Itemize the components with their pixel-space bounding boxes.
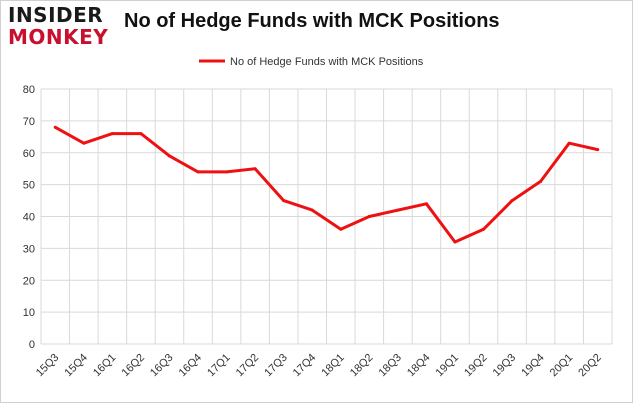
x-tick-label: 16Q1 <box>91 352 119 380</box>
data-point <box>482 227 486 231</box>
x-tick-label: 17Q4 <box>291 352 319 380</box>
x-tick-label: 17Q3 <box>262 352 290 380</box>
logo-line-1: INSIDER <box>8 3 104 27</box>
logo-line-2: MONKEY <box>8 25 109 49</box>
x-tick-label: 19Q4 <box>519 352 547 380</box>
x-tick-label: 15Q3 <box>34 352 62 380</box>
x-tick-label: 18Q3 <box>376 352 404 380</box>
data-point <box>282 199 286 203</box>
x-tick-label: 20Q1 <box>548 352 576 380</box>
x-tick-label: 17Q1 <box>205 352 233 380</box>
y-tick-label: 0 <box>29 339 35 351</box>
data-point <box>196 170 200 174</box>
data-point <box>596 148 600 152</box>
x-tick-label: 16Q2 <box>120 352 148 380</box>
x-tick-label: 15Q4 <box>62 352 90 380</box>
data-point <box>310 208 314 212</box>
x-tick-label: 19Q3 <box>491 352 519 380</box>
x-tick-label: 19Q1 <box>434 352 462 380</box>
data-point <box>539 179 543 183</box>
data-point <box>225 170 229 174</box>
legend: No of Hedge Funds with MCK Positions <box>199 56 424 68</box>
x-tick-label: 17Q2 <box>234 352 262 380</box>
data-point <box>167 154 171 158</box>
x-tick-label: 16Q4 <box>177 352 205 380</box>
data-point <box>567 141 571 145</box>
legend-label: No of Hedge Funds with MCK Positions <box>230 56 424 68</box>
grid-lines <box>40 88 613 345</box>
data-point <box>367 215 371 218</box>
x-tick-label: 16Q3 <box>148 352 176 380</box>
y-tick-label: 80 <box>23 84 35 96</box>
y-tick-label: 10 <box>23 307 35 319</box>
data-point <box>339 227 343 231</box>
data-point <box>453 240 457 244</box>
data-point <box>510 199 514 203</box>
series-line <box>53 125 600 244</box>
data-point <box>110 132 114 136</box>
data-point <box>53 125 57 129</box>
x-tick-label: 20Q2 <box>576 352 604 380</box>
data-point <box>253 167 257 171</box>
insider-monkey-logo: INSIDER MONKEY <box>8 4 120 50</box>
x-tick-label: 18Q1 <box>319 352 347 380</box>
y-tick-label: 50 <box>23 180 35 192</box>
data-point <box>139 132 143 136</box>
x-tick-label: 18Q4 <box>405 352 433 380</box>
series-layer <box>53 125 600 244</box>
chart-title: No of Hedge Funds with MCK Positions <box>124 10 500 32</box>
y-tick-label: 20 <box>23 275 35 287</box>
y-tick-label: 70 <box>23 116 35 128</box>
y-tick-label: 40 <box>23 212 35 224</box>
data-point <box>396 208 400 212</box>
data-point <box>424 202 428 206</box>
data-point <box>82 141 86 145</box>
y-tick-label: 30 <box>23 243 35 255</box>
x-axis: 15Q3 15Q4 16Q1 16Q2 16Q3 16Q4 17Q1 17Q2 17Q3 17Q4… <box>34 352 604 380</box>
x-tick-label: 18Q2 <box>348 352 376 380</box>
y-axis: 0 10 20 30 40 50 60 70 80 <box>23 84 35 351</box>
x-tick-label: 19Q2 <box>462 352 490 380</box>
y-tick-label: 60 <box>23 148 35 160</box>
